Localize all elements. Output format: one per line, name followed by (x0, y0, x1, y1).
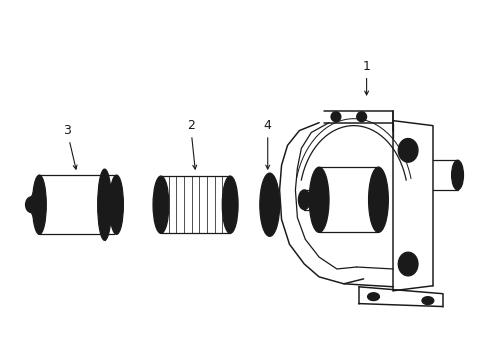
Text: 1: 1 (362, 60, 370, 95)
Ellipse shape (264, 181, 274, 229)
Ellipse shape (397, 139, 417, 162)
Ellipse shape (356, 112, 366, 122)
Ellipse shape (98, 169, 111, 240)
Ellipse shape (308, 167, 328, 233)
Ellipse shape (368, 167, 387, 233)
Ellipse shape (367, 293, 379, 301)
Ellipse shape (298, 190, 309, 210)
Ellipse shape (153, 176, 168, 233)
Ellipse shape (330, 112, 340, 122)
Ellipse shape (421, 297, 433, 305)
Text: 4: 4 (263, 119, 271, 169)
Ellipse shape (25, 197, 37, 213)
Ellipse shape (451, 160, 463, 190)
Text: 2: 2 (186, 119, 196, 169)
Text: 3: 3 (63, 124, 77, 169)
Ellipse shape (32, 175, 46, 234)
Ellipse shape (109, 175, 123, 234)
Ellipse shape (259, 173, 279, 237)
Ellipse shape (397, 252, 417, 276)
Ellipse shape (222, 176, 238, 233)
